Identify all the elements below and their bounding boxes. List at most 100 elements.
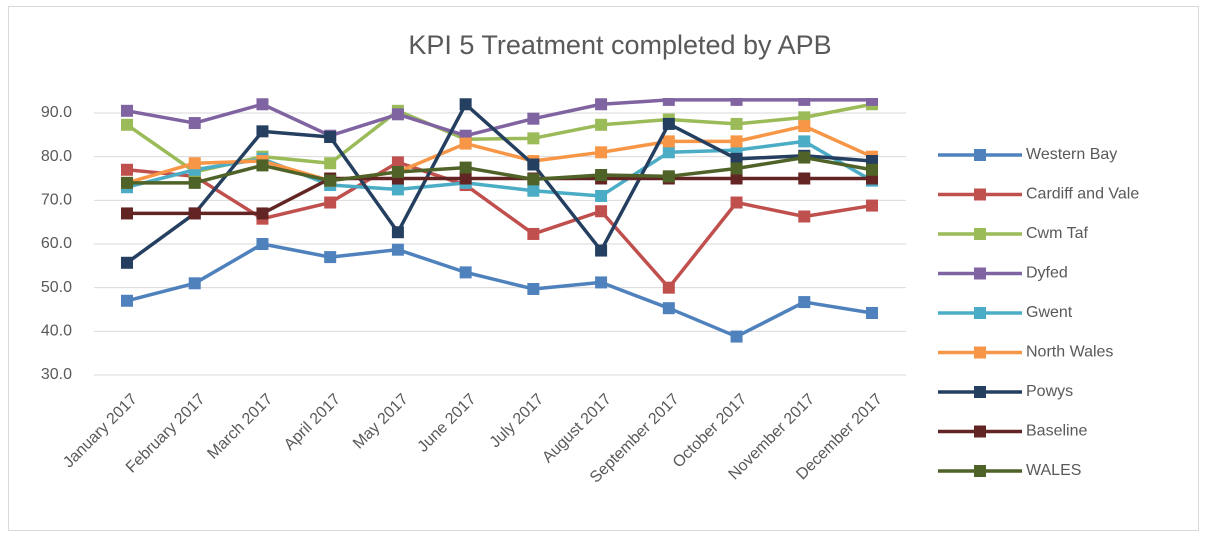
series-marker	[391, 165, 404, 178]
series-marker	[730, 162, 743, 175]
series-marker	[866, 199, 878, 212]
y-tick-label: 60.0	[41, 235, 72, 252]
series-marker	[595, 98, 608, 111]
series-marker	[527, 112, 540, 125]
y-tick-label: 90.0	[41, 104, 72, 121]
series-marker	[730, 135, 743, 148]
legend-marker	[974, 425, 986, 438]
series-marker	[595, 189, 608, 202]
legend-marker	[974, 228, 986, 240]
series-marker	[662, 135, 675, 148]
series-marker	[866, 98, 878, 106]
series-marker	[391, 226, 404, 239]
series-marker	[662, 98, 675, 106]
series-marker	[256, 238, 269, 250]
legend-marker	[974, 149, 986, 161]
series-marker	[188, 157, 201, 170]
series-marker	[595, 169, 608, 182]
series-marker	[798, 120, 811, 133]
y-tick-label: 40.0	[41, 323, 72, 340]
series-marker	[527, 173, 540, 186]
series-marker	[121, 163, 133, 176]
legend-marker	[974, 267, 986, 280]
series-line	[125, 102, 873, 265]
series-line	[126, 98, 872, 138]
series-marker	[256, 98, 269, 111]
series-line	[127, 155, 873, 185]
series-marker	[730, 98, 743, 106]
legend-marker	[974, 188, 986, 201]
series-marker	[121, 118, 133, 131]
series-line	[126, 124, 873, 185]
series-marker	[662, 281, 675, 294]
legend-label: Baseline	[1026, 423, 1087, 440]
series-marker	[121, 207, 133, 220]
series-marker	[595, 244, 608, 257]
series-line	[126, 242, 873, 339]
series-marker	[527, 132, 540, 145]
series-marker	[527, 282, 540, 295]
series-marker	[324, 196, 337, 209]
legend-label: Dyfed	[1026, 265, 1068, 282]
series-marker	[662, 170, 675, 183]
chart-title: KPI 5 Treatment completed by APB	[408, 30, 831, 60]
series-marker	[121, 104, 133, 117]
series-marker	[391, 243, 404, 256]
series-marker	[595, 118, 608, 131]
series-marker	[459, 161, 472, 174]
series-marker	[798, 172, 811, 185]
series-marker	[459, 172, 472, 185]
legend-label: Powys	[1026, 383, 1073, 400]
series-marker	[798, 98, 811, 106]
legend-label: Western Bay	[1026, 146, 1117, 163]
legend-label: WALES	[1026, 462, 1081, 479]
series-marker	[324, 251, 337, 264]
series-marker	[324, 131, 337, 144]
series-marker	[459, 266, 472, 279]
series-marker	[188, 176, 201, 189]
series-marker	[595, 276, 608, 289]
series-marker	[730, 152, 743, 165]
y-tick-label: 50.0	[41, 279, 72, 296]
series-marker	[527, 158, 540, 171]
series-marker	[662, 146, 675, 159]
legend-label: Cwm Taf	[1026, 225, 1088, 242]
plot-area	[94, 98, 906, 376]
series-marker	[188, 207, 201, 220]
series-marker	[730, 330, 743, 343]
legend-marker	[974, 346, 986, 359]
y-tick-label: 30.0	[41, 366, 72, 383]
series-marker	[256, 125, 269, 138]
series-marker	[188, 277, 201, 290]
series-marker	[866, 306, 878, 319]
series-marker	[391, 183, 404, 196]
series-marker	[527, 184, 540, 197]
series-marker	[662, 302, 675, 315]
series-marker	[730, 172, 743, 185]
series-marker	[256, 159, 269, 172]
legend-marker	[974, 465, 986, 477]
series-marker	[730, 196, 743, 209]
legend-label: North Wales	[1026, 344, 1113, 361]
series-marker	[459, 137, 472, 150]
series-marker	[798, 210, 811, 223]
series-marker	[324, 174, 337, 187]
series-marker	[798, 135, 811, 148]
series-line	[126, 160, 873, 290]
series-line	[127, 176, 872, 216]
series-marker	[256, 207, 269, 220]
series-marker	[188, 117, 201, 130]
series-marker	[121, 256, 133, 269]
y-tick-label: 70.0	[41, 192, 72, 209]
series-marker	[391, 156, 404, 169]
legend-marker	[974, 307, 986, 319]
series-marker	[459, 98, 472, 111]
series-marker	[121, 294, 133, 307]
series-marker	[798, 296, 811, 309]
chart-frame	[8, 6, 1199, 531]
y-tick-label: 80.0	[41, 148, 72, 165]
legend-label: Gwent	[1026, 304, 1073, 321]
series-marker	[730, 117, 743, 130]
legend-label: Cardiff and Vale	[1026, 186, 1139, 203]
